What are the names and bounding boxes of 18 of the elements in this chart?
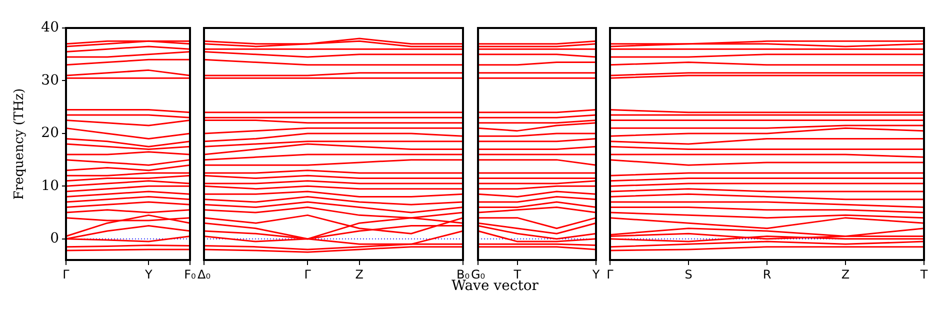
y-tick-label: 20 <box>41 125 59 142</box>
y-tick-label: 10 <box>41 178 59 194</box>
y-tick-label: 0 <box>50 230 59 247</box>
y-tick-label: 30 <box>41 72 59 88</box>
x-tick-label: S <box>684 267 692 282</box>
x-tick-label: Γ <box>606 267 614 282</box>
y-axis-title: Frequency (THz) <box>12 88 28 200</box>
x-tick-label: T <box>919 267 928 282</box>
x-tick-label: Y <box>144 267 153 282</box>
x-tick-label: F₀ <box>184 267 196 282</box>
x-tick-label: Δ₀ <box>197 267 211 282</box>
x-tick-label: Z <box>355 267 364 282</box>
y-tick-label: 40 <box>41 20 59 36</box>
x-tick-label: Γ <box>304 267 312 282</box>
x-tick-label: Γ <box>62 267 70 282</box>
x-tick-label: R <box>762 267 772 282</box>
x-tick-label: Y <box>591 267 600 282</box>
x-tick-label: Z <box>841 267 850 282</box>
